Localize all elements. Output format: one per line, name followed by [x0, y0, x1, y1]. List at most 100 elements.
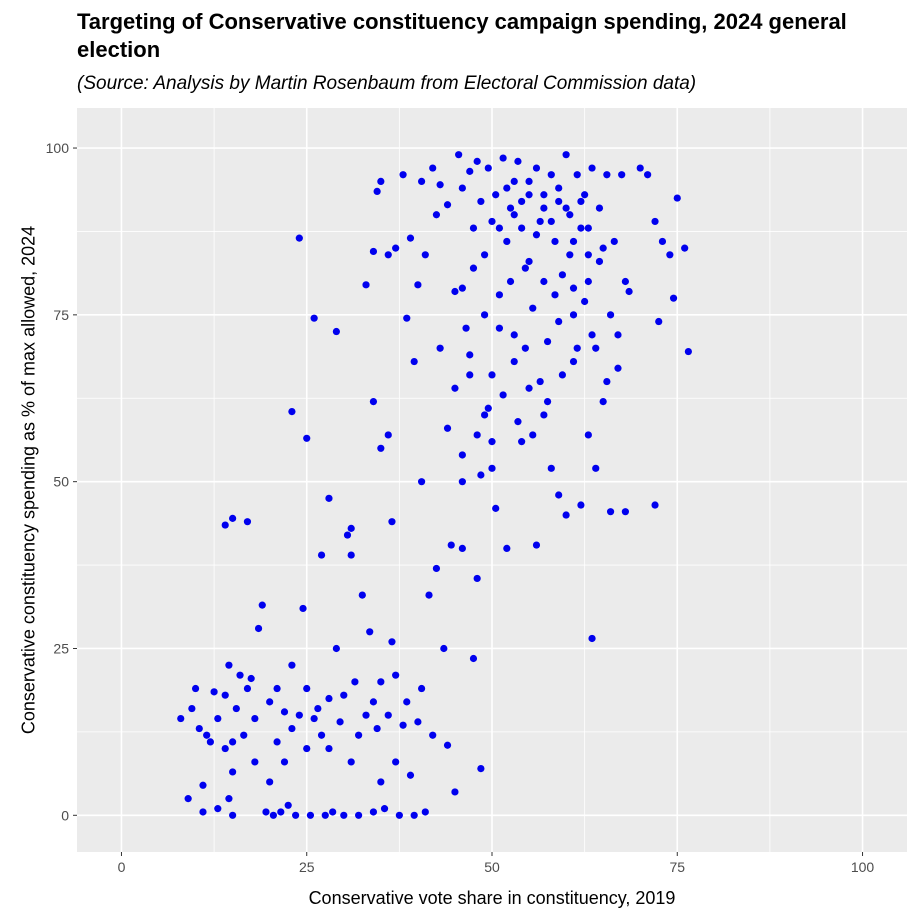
data-point — [477, 764, 485, 773]
data-point — [214, 805, 222, 813]
data-point — [199, 781, 207, 789]
data-point — [206, 738, 214, 746]
x-tick-label: 75 — [669, 859, 685, 875]
data-point — [225, 661, 233, 669]
data-point — [480, 411, 489, 419]
data-point — [388, 638, 396, 646]
data-point — [566, 251, 574, 259]
data-point — [280, 758, 289, 766]
y-tick-label: 75 — [53, 307, 69, 323]
data-point — [588, 634, 596, 643]
data-point — [555, 184, 563, 192]
data-point — [362, 711, 370, 719]
data-point — [199, 808, 207, 816]
data-point — [684, 347, 692, 356]
data-point — [521, 344, 529, 352]
data-point — [658, 237, 667, 246]
data-point — [243, 684, 252, 693]
data-point — [225, 795, 233, 803]
data-point — [269, 811, 277, 819]
data-point — [343, 531, 352, 539]
data-point — [514, 157, 522, 165]
data-point — [547, 171, 555, 179]
data-point — [403, 698, 411, 706]
data-point — [503, 237, 511, 246]
data-point — [510, 177, 518, 185]
data-point — [325, 694, 333, 703]
y-axis-label: Conservative constituency spending as % … — [18, 226, 38, 734]
data-points — [177, 151, 692, 819]
chart-subtitle: (Source: Analysis by Martin Rosenbaum fr… — [77, 73, 697, 94]
data-point — [581, 191, 589, 199]
data-point — [525, 191, 533, 199]
data-point — [429, 164, 437, 172]
data-point — [555, 491, 563, 499]
data-point — [299, 604, 307, 613]
data-point — [458, 451, 466, 459]
data-point — [655, 317, 663, 326]
data-point — [406, 234, 415, 242]
data-point — [266, 778, 274, 786]
data-point — [340, 691, 348, 699]
data-point — [551, 237, 559, 246]
data-point — [340, 811, 348, 819]
data-point — [484, 164, 492, 172]
data-point — [303, 684, 311, 693]
data-point — [410, 357, 418, 366]
data-point — [595, 204, 604, 212]
data-point — [247, 674, 255, 683]
data-point — [436, 181, 444, 189]
data-point — [229, 811, 237, 819]
data-point — [317, 731, 326, 739]
data-point — [332, 644, 340, 653]
y-tick-label: 100 — [46, 140, 70, 156]
data-point — [336, 718, 344, 726]
data-point — [484, 404, 492, 412]
data-point — [473, 431, 481, 439]
data-point — [458, 184, 466, 192]
data-point — [232, 704, 240, 713]
data-point — [254, 624, 263, 633]
data-point — [369, 808, 378, 816]
data-point — [518, 224, 526, 232]
data-point — [599, 244, 607, 252]
data-point — [280, 708, 289, 716]
data-point — [421, 251, 429, 259]
data-point — [592, 464, 600, 472]
data-point — [547, 217, 555, 226]
data-point — [451, 287, 459, 296]
y-tick-label: 0 — [61, 807, 69, 823]
data-point — [536, 377, 544, 386]
data-point — [477, 197, 485, 206]
data-point — [399, 721, 407, 729]
data-point — [355, 731, 363, 739]
data-point — [377, 444, 385, 452]
data-point — [432, 211, 441, 219]
data-point — [229, 768, 237, 776]
data-point — [284, 801, 292, 809]
data-point — [581, 297, 589, 306]
data-point — [510, 357, 518, 366]
data-point — [288, 408, 296, 416]
data-point — [384, 431, 392, 439]
data-point — [488, 371, 496, 379]
data-point — [562, 204, 570, 212]
data-point — [592, 344, 600, 352]
data-point — [191, 684, 200, 693]
data-point — [377, 177, 385, 185]
data-point — [466, 351, 474, 359]
data-point — [584, 277, 592, 286]
data-point — [455, 151, 463, 159]
data-point — [499, 154, 507, 162]
y-axis-ticks: 0 25 50 75 100 — [46, 140, 77, 823]
data-point — [555, 197, 563, 206]
data-point — [369, 698, 378, 706]
data-point — [569, 357, 578, 366]
data-point — [577, 501, 585, 509]
data-point — [451, 788, 459, 796]
data-point — [495, 324, 504, 332]
data-point — [443, 424, 452, 432]
data-point — [384, 711, 392, 719]
data-point — [373, 724, 381, 733]
data-point — [347, 551, 355, 559]
